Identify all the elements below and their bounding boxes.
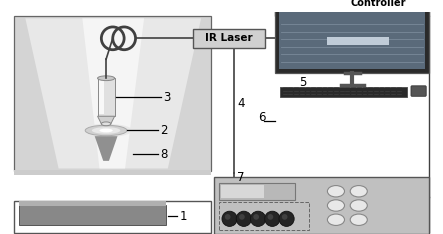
Text: 5: 5 xyxy=(299,76,306,89)
FancyBboxPatch shape xyxy=(19,201,166,205)
Ellipse shape xyxy=(85,125,127,136)
FancyBboxPatch shape xyxy=(275,0,429,16)
Circle shape xyxy=(265,211,280,227)
FancyBboxPatch shape xyxy=(411,86,426,96)
FancyBboxPatch shape xyxy=(14,170,210,175)
Polygon shape xyxy=(97,116,115,124)
FancyBboxPatch shape xyxy=(280,87,407,97)
Polygon shape xyxy=(14,16,210,171)
FancyBboxPatch shape xyxy=(279,9,425,69)
FancyBboxPatch shape xyxy=(275,2,429,73)
Text: 6: 6 xyxy=(258,111,265,124)
Text: IR Laser: IR Laser xyxy=(205,33,253,43)
Circle shape xyxy=(253,214,259,220)
FancyBboxPatch shape xyxy=(194,29,265,48)
Text: 2: 2 xyxy=(160,124,168,137)
Polygon shape xyxy=(95,136,117,161)
Text: Controller: Controller xyxy=(350,0,406,8)
Polygon shape xyxy=(25,18,201,168)
Text: 4: 4 xyxy=(237,97,245,110)
FancyBboxPatch shape xyxy=(221,185,264,198)
Ellipse shape xyxy=(80,124,132,137)
Ellipse shape xyxy=(350,186,367,197)
Circle shape xyxy=(282,214,288,220)
Ellipse shape xyxy=(97,76,115,80)
Text: 1: 1 xyxy=(179,210,187,223)
Circle shape xyxy=(236,211,252,227)
Ellipse shape xyxy=(327,200,345,211)
FancyBboxPatch shape xyxy=(327,37,389,45)
Circle shape xyxy=(285,0,300,4)
Text: 7: 7 xyxy=(237,171,245,184)
Polygon shape xyxy=(82,18,144,168)
FancyBboxPatch shape xyxy=(99,80,104,114)
Ellipse shape xyxy=(350,214,367,225)
Circle shape xyxy=(268,214,273,220)
Ellipse shape xyxy=(99,128,113,132)
Circle shape xyxy=(279,211,294,227)
Ellipse shape xyxy=(327,186,345,197)
Circle shape xyxy=(225,214,230,220)
Circle shape xyxy=(222,211,237,227)
Ellipse shape xyxy=(350,200,367,211)
FancyBboxPatch shape xyxy=(19,205,166,225)
Text: 3: 3 xyxy=(163,91,171,104)
Text: 8: 8 xyxy=(160,148,167,161)
Ellipse shape xyxy=(101,122,111,126)
FancyBboxPatch shape xyxy=(14,201,210,233)
FancyBboxPatch shape xyxy=(97,78,115,116)
FancyBboxPatch shape xyxy=(219,183,295,200)
Ellipse shape xyxy=(92,127,120,134)
Circle shape xyxy=(250,211,266,227)
FancyBboxPatch shape xyxy=(214,177,429,234)
Circle shape xyxy=(239,214,245,220)
Ellipse shape xyxy=(327,214,345,225)
